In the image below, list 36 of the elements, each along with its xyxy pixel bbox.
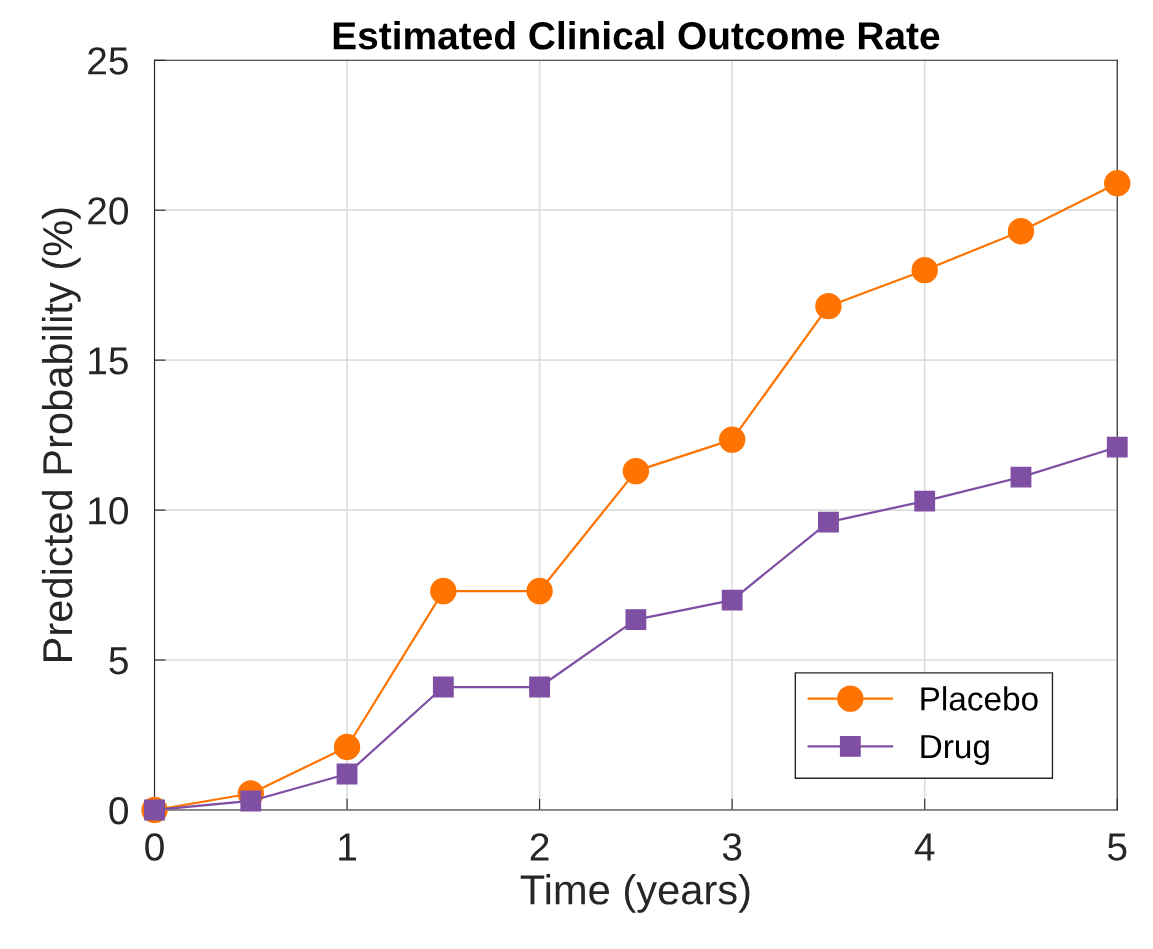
point [625, 609, 647, 630]
point [818, 511, 839, 533]
x-tick-label: 0 [145, 833, 164, 861]
x-tick-label: 1 [339, 833, 356, 861]
point [430, 577, 457, 605]
point [1104, 170, 1131, 197]
point [526, 577, 553, 605]
x-tick-label: 2 [530, 833, 549, 861]
point [336, 763, 358, 785]
point [529, 676, 551, 698]
x-tick-label: 5 [1108, 833, 1127, 861]
point [432, 676, 454, 698]
point [1007, 218, 1035, 245]
y-tick-label: 25 [88, 47, 128, 75]
point [718, 426, 746, 453]
y-axis-title: Predicted Probability (%) [41, 208, 81, 661]
y-tick-label: 15 [89, 347, 128, 375]
point [333, 733, 361, 761]
chart-title: Estimated Clinical Outcome Rate [333, 20, 940, 50]
point [914, 490, 936, 512]
point [721, 589, 743, 611]
point [815, 292, 842, 320]
y-tick-label: 10 [89, 497, 128, 525]
point [1106, 436, 1128, 458]
point [240, 790, 262, 812]
y-tick-label: 0 [109, 796, 128, 825]
x-axis-title: Time (years) [520, 874, 750, 913]
x-tick-label: 4 [914, 833, 935, 861]
legend-label: Placebo [921, 686, 1038, 711]
x-tick-label: 3 [722, 833, 742, 861]
point [1010, 466, 1032, 488]
y-tick-label: 5 [109, 647, 128, 675]
legend-label: Drug [921, 735, 989, 765]
point [622, 457, 650, 485]
point [911, 256, 938, 284]
y-tick-label: 20 [88, 197, 128, 225]
